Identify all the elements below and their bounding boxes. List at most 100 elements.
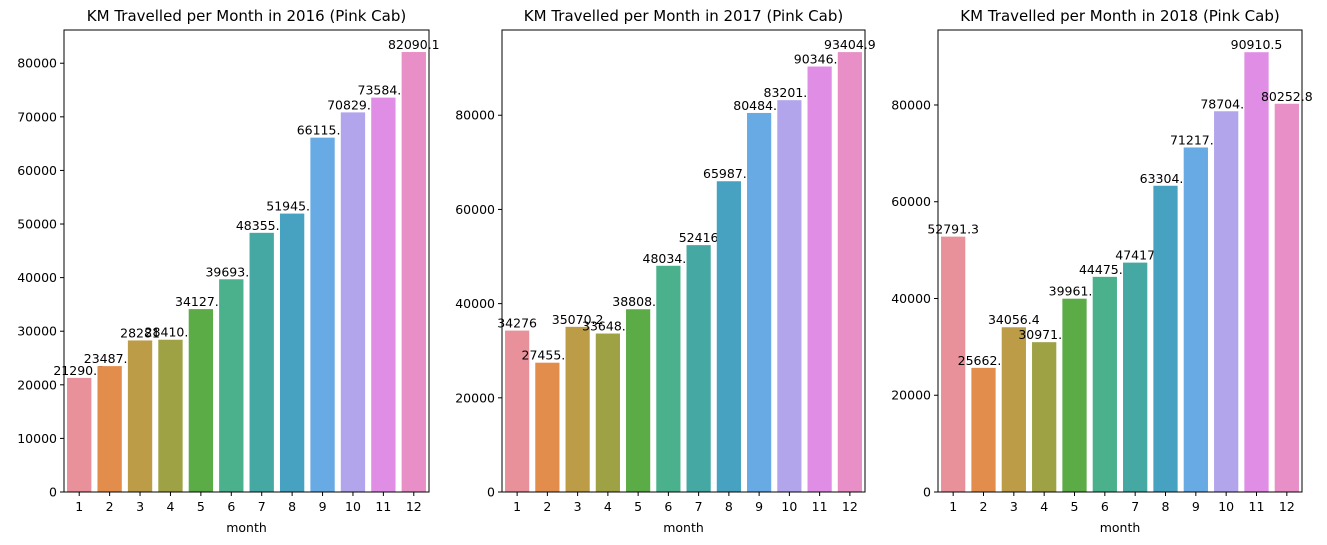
chart-title: KM Travelled per Month in 2018 (Pink Cab… [960,7,1279,25]
bar-value-label: 28281 [120,325,160,340]
y-tick-label: 80000 [891,97,931,112]
x-axis-label: month [1100,520,1141,535]
x-tick-label: 7 [1131,499,1139,514]
x-tick-label: 4 [1040,499,1048,514]
x-tick-label: 10 [1218,499,1234,514]
x-tick-label: 12 [406,499,422,514]
x-tick-label: 10 [345,499,361,514]
x-tick-label: 9 [1192,499,1200,514]
bar-value-label: 28410.2 [145,325,197,340]
y-tick-label: 60000 [455,202,495,217]
x-axis-label: month [226,520,267,535]
plot-frame [937,29,1303,493]
x-tick-label: 1 [949,499,957,514]
bar-value-label: 93404.9 [824,37,876,52]
bar-month-12 [1274,103,1299,492]
bar-value-label: 66115.8 [297,123,349,138]
bar-value-label: 52416 [679,230,719,245]
y-tick-label: 40000 [17,270,57,285]
x-tick-label: 6 [1101,499,1109,514]
bar-value-label: 51945.9 [266,199,318,214]
x-tick-label: 1 [513,499,521,514]
x-tick-label: 5 [634,499,642,514]
x-tick-label: 7 [695,499,703,514]
bar-month-5 [1062,298,1087,492]
x-tick-label: 9 [755,499,763,514]
bar-month-7 [1123,262,1148,492]
y-tick-label: 80000 [455,108,495,123]
bar-month-12 [401,52,426,493]
x-tick-label: 2 [980,499,988,514]
bar-month-9 [310,137,335,492]
bar-month-1 [67,377,92,492]
bar-month-8 [716,181,741,492]
y-tick-label: 0 [49,485,57,500]
x-tick-label: 11 [812,499,828,514]
y-tick-label: 20000 [891,388,931,403]
y-tick-label: 80000 [17,56,57,71]
bar-month-11 [807,66,832,493]
bar-month-2 [535,362,560,492]
x-tick-label: 3 [574,499,582,514]
bar-value-label: 78704.8 [1200,96,1252,111]
bar-value-label: 34127.7 [175,294,227,309]
chart-2016: KM Travelled per Month in 2016 (Pink Cab… [17,7,439,535]
x-tick-label: 1 [75,499,83,514]
bar-month-7 [686,245,711,492]
y-tick-label: 60000 [17,163,57,178]
x-tick-label: 9 [319,499,327,514]
chart-title: KM Travelled per Month in 2016 (Pink Cab… [87,7,406,25]
bar-value-label: 48034.6 [643,251,695,266]
bar-month-6 [1092,276,1117,492]
bar-value-label: 63304.4 [1140,171,1192,186]
x-tick-label: 10 [781,499,797,514]
x-tick-label: 2 [543,499,551,514]
bar-value-label: 70829.9 [327,97,379,112]
bar-month-11 [371,97,396,492]
x-tick-label: 4 [166,499,174,514]
bar-month-5 [188,309,214,492]
bar-value-label: 73584.4 [358,83,410,98]
bar-month-3 [1001,327,1026,492]
bar-value-label: 71217.9 [1170,132,1222,147]
bar-month-2 [971,367,996,492]
bar-value-label: 52791.3 [927,222,979,237]
bar-value-label: 44475.4 [1079,262,1131,277]
bar-value-label: 30971.5 [1018,327,1070,342]
x-tick-label: 5 [197,499,205,514]
x-tick-label: 8 [1162,499,1170,514]
bar-month-9 [1183,147,1208,492]
x-tick-label: 5 [1071,499,1079,514]
bar-value-label: 25662.8 [958,353,1010,368]
bar-value-label: 80252.8 [1261,89,1313,104]
bar-month-4 [595,333,620,492]
bar-month-8 [1153,185,1178,492]
bar-value-label: 21290.3 [53,363,105,378]
x-tick-label: 11 [1249,499,1265,514]
y-tick-label: 60000 [891,194,931,209]
y-tick-label: 50000 [17,217,57,232]
bar-value-label: 90346.2 [794,52,846,67]
bar-value-label: 65987.6 [703,166,755,181]
bar-value-label: 38808.3 [612,294,664,309]
bar-month-10 [340,112,366,493]
bar-month-8 [279,213,305,492]
chart-2017: KM Travelled per Month in 2017 (Pink Cab… [455,7,876,535]
y-tick-label: 0 [923,485,931,500]
x-tick-label: 8 [725,499,733,514]
bar-month-10 [1214,111,1239,493]
bar-month-9 [747,112,772,492]
x-tick-label: 3 [136,499,144,514]
y-tick-label: 40000 [891,291,931,306]
bar-value-label: 82090.1 [388,37,440,52]
bar-value-label: 39693.5 [205,264,257,279]
bar-month-1 [941,236,966,492]
bar-month-6 [219,279,244,492]
bar-value-label: 23487.2 [84,351,136,366]
y-tick-label: 70000 [17,109,57,124]
bar-month-3 [127,340,153,492]
y-tick-label: 30000 [17,324,57,339]
x-tick-label: 8 [288,499,296,514]
bar-month-6 [656,265,681,492]
